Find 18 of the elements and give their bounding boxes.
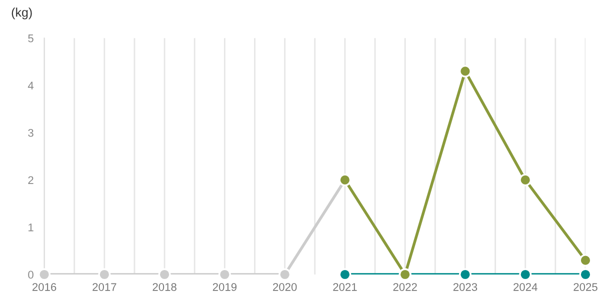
x-tick-label: 2017 — [92, 283, 116, 291]
x-tick-label: 2022 — [393, 283, 417, 291]
x-tick-label: 2019 — [212, 283, 237, 291]
y-tick-label: 1 — [28, 224, 34, 232]
x-tick-label: 2016 — [32, 283, 56, 291]
point — [459, 65, 472, 78]
x-tick-label: 2020 — [273, 283, 297, 291]
y-tick-label: 2 — [28, 176, 34, 184]
x-tick-label: 2018 — [152, 283, 176, 291]
x-tick-label: 2025 — [574, 283, 598, 291]
y-tick-label: 5 — [28, 34, 34, 42]
x-tick-label: 2024 — [514, 283, 538, 291]
y-tick-label: 0 — [28, 270, 34, 279]
x-tick-label: 2023 — [453, 283, 478, 291]
y-axis-title: (kg) — [12, 8, 32, 20]
y-tick-label: 4 — [28, 82, 34, 90]
y-tick-label: 3 — [28, 128, 34, 137]
x-tick-label: 2021 — [333, 283, 357, 291]
